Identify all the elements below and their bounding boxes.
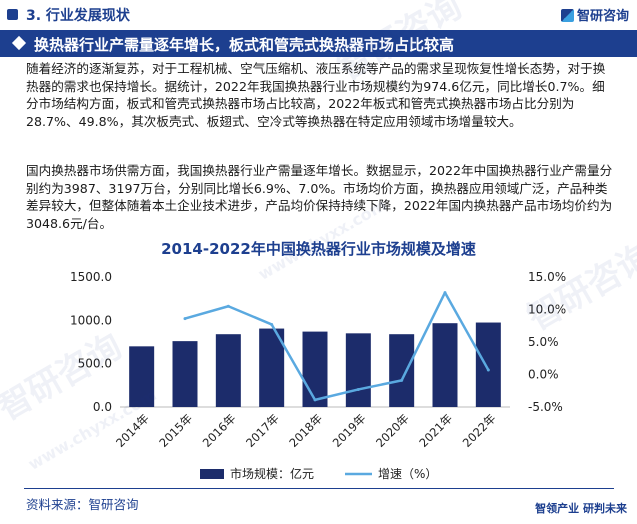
bar-market-size bbox=[129, 346, 155, 407]
paragraph-market-size: 随着经济的逐渐复苏，对于工程机械、空气压缩机、液压系统等产品的需求呈现恢复性增长… bbox=[26, 61, 606, 129]
x-tick-label: 2022年 bbox=[460, 411, 499, 450]
section-label: 3. 行业发展现状 bbox=[26, 8, 130, 24]
market-size-chart: 0.0 500.0 1000.0 1500.0 -5.0% 0.0% 5.0% 10.0% 15… bbox=[70, 270, 566, 481]
x-tick-label: 2020年 bbox=[373, 411, 412, 450]
legend-bar-label: 市场规模：亿元 bbox=[230, 466, 314, 481]
x-tick-label: 2015年 bbox=[156, 411, 195, 450]
bar-market-size bbox=[215, 334, 241, 407]
growth-rate-point bbox=[443, 291, 447, 295]
bar-market-size bbox=[389, 334, 415, 407]
section-square-icon bbox=[7, 9, 18, 20]
bar-market-size bbox=[259, 328, 285, 407]
bar-market-size bbox=[475, 322, 501, 407]
legend-bar-swatch bbox=[200, 469, 224, 479]
diamond-bullet-icon bbox=[11, 35, 27, 51]
y-left-tick-label: 1500.0 bbox=[70, 270, 112, 284]
x-tick-label: 2016年 bbox=[200, 411, 239, 450]
bar-market-size bbox=[432, 323, 458, 407]
title-banner: 换热器行业产需量逐年增长，板式和管壳式换热器市场占比较高 bbox=[0, 30, 637, 57]
x-tick-label: 2014年 bbox=[113, 411, 152, 450]
growth-rate-point bbox=[226, 304, 230, 308]
bar-market-size bbox=[345, 333, 371, 407]
y-right-tick-label: 10.0% bbox=[528, 303, 566, 317]
y-left-tick-label: 0.0 bbox=[93, 400, 112, 414]
y-left-tick-label: 1000.0 bbox=[70, 313, 112, 327]
top-header: 3. 行业发展现状 智研咨询 bbox=[0, 0, 637, 30]
x-tick-label: 2019年 bbox=[330, 411, 369, 450]
x-tick-label: 2021年 bbox=[416, 411, 455, 450]
growth-rate-point bbox=[356, 387, 360, 391]
bar-market-size bbox=[302, 331, 328, 407]
legend-line-label: 增速（%） bbox=[378, 467, 437, 481]
growth-rate-point bbox=[400, 378, 404, 382]
footer-divider bbox=[24, 488, 614, 489]
footer-slogan: 智领产业 研判未来 bbox=[535, 502, 627, 515]
line-growth-rate bbox=[184, 291, 490, 402]
growth-rate-point bbox=[183, 317, 187, 321]
y-left-tick-label: 500.0 bbox=[78, 357, 112, 371]
y-right-tick-label: 15.0% bbox=[528, 270, 566, 284]
banner-title: 换热器行业产需量逐年增长，板式和管壳式换热器市场占比较高 bbox=[34, 36, 455, 54]
x-tick-label: 2017年 bbox=[243, 411, 282, 450]
x-tick-label: 2018年 bbox=[286, 411, 325, 450]
growth-rate-point bbox=[486, 368, 490, 372]
y-right-tick-label: 0.0% bbox=[528, 368, 559, 382]
growth-rate-point bbox=[270, 322, 274, 326]
brand-logo-icon bbox=[560, 9, 574, 22]
y-right-tick-label: 5.0% bbox=[528, 335, 559, 349]
brand-name: 智研咨询 bbox=[576, 9, 629, 24]
growth-rate-point bbox=[313, 398, 317, 402]
bar-market-size bbox=[172, 341, 198, 407]
source-note: 资料来源：智研咨询 bbox=[26, 497, 139, 512]
y-right-tick-label: -5.0% bbox=[528, 400, 563, 414]
chart-title: 2014-2022年中国换热器行业市场规模及增速 bbox=[161, 240, 476, 258]
paragraph-supply-demand: 国内换热器市场供需方面，我国换热器行业产需量逐年增长。数据显示，2022年中国换… bbox=[26, 163, 613, 231]
brand-logo: 智研咨询 bbox=[560, 5, 629, 24]
